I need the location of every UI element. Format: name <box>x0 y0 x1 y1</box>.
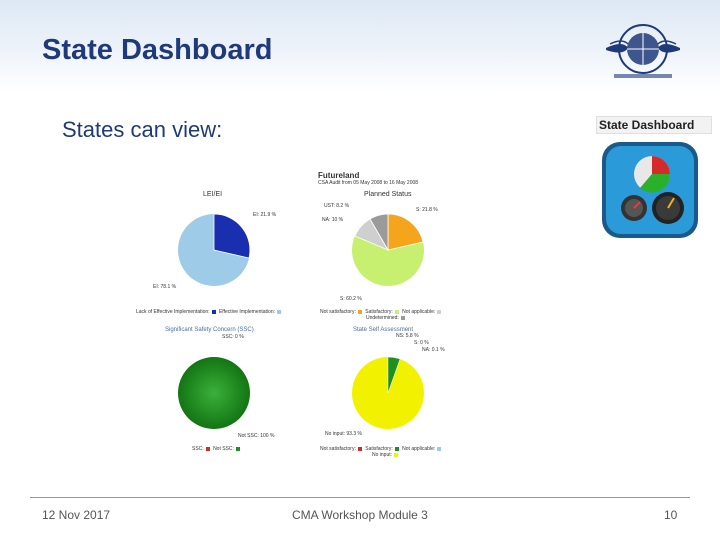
planned-pie-chart <box>352 213 424 286</box>
ssa-legend: Not satisfactory: Satisfactory: Not appl… <box>320 446 443 452</box>
lei-pie-chart <box>178 213 251 286</box>
slide-subtitle: States can view: <box>62 117 222 143</box>
ssa-pie-title: State Self Assessment <box>353 327 414 333</box>
ssc-legend: SSC: Not SSC: <box>192 446 242 452</box>
ssa-label-c: NA: 0.1 % <box>422 347 445 353</box>
ssc-slice-not-ssc <box>178 357 250 429</box>
lei-label-b: EI: 78.1 % <box>153 284 177 290</box>
state-dashboard-icon[interactable] <box>600 140 700 240</box>
ssc-label-b: Not SSC: 100 % <box>238 433 275 439</box>
planned-label-a: UST: 8.2 % <box>324 203 350 209</box>
header-band <box>0 0 720 92</box>
ssa-legend-4: No input: <box>372 452 393 458</box>
subtitle-rest: can view: <box>124 117 223 142</box>
subtitle-bold: States <box>62 117 125 142</box>
page-number: 10 <box>664 508 678 522</box>
icao-logo <box>606 24 680 78</box>
lei-legend-2: Effective Implementation: <box>218 309 276 315</box>
planned-legend-4-wrap: Undetermined: <box>366 315 407 321</box>
ssa-label-b: S: 0 % <box>414 340 429 346</box>
ssc-legend-2: Not SSC: <box>213 446 234 452</box>
planned-label-b: NA: 10 % <box>322 217 344 223</box>
ssa-label-a: NS: 5.8 % <box>396 333 419 339</box>
planned-legend-1: Not satisfactory: <box>320 309 356 315</box>
footer-divider <box>30 497 690 498</box>
ssa-legend-1: Not satisfactory: <box>320 446 356 452</box>
slide-title: State Dashboard <box>42 34 273 66</box>
ssa-legend-3: Not applicable: <box>402 446 436 452</box>
footer-date: 12 Nov 2017 <box>42 508 111 522</box>
lei-legend-1: Lack of Effective Implementation: <box>136 309 210 315</box>
footer-title: CMA Workshop Module 3 <box>292 508 428 522</box>
ssc-pie-title: Significant Safety Concern (SSC) <box>165 327 254 333</box>
ssc-label-a: SSC: 0 % <box>222 334 244 340</box>
lei-legend: Lack of Effective Implementation: Effect… <box>136 309 283 315</box>
audit-meta: CSA Audit from 05 May 2008 to 16 May 200… <box>318 180 419 186</box>
planned-label-c: S: 21.8 % <box>416 207 438 213</box>
lei-label-a: EI: 21.9 % <box>253 212 277 218</box>
lei-pie-title: LEI/EI <box>203 191 223 198</box>
planned-pie-title: Planned Status <box>364 191 412 198</box>
lei-slice-lei <box>213 213 251 259</box>
ssa-legend-2: Satisfactory: <box>365 446 393 452</box>
ssc-pie-chart <box>178 357 250 429</box>
ssa-pie-chart <box>352 356 424 429</box>
state-name: Futureland <box>318 171 360 180</box>
planned-legend-2: Satisfactory: <box>365 309 393 315</box>
ssa-label-d: No input: 93.3 % <box>325 431 362 437</box>
state-dashboard-label: State Dashboard <box>596 116 712 134</box>
planned-legend-4: Undetermined: <box>366 315 399 321</box>
planned-label-d: S: 60.2 % <box>340 296 362 302</box>
planned-legend-3: Not applicable: <box>402 309 436 315</box>
ssc-legend-1: SSC: <box>192 446 204 452</box>
planned-legend: Not satisfactory: Satisfactory: Not appl… <box>320 309 443 315</box>
planned-slice-ns <box>387 213 424 251</box>
planned-slice-na <box>354 218 389 251</box>
ssa-slice-ns <box>387 356 401 394</box>
ssa-legend-4-wrap: No input: <box>372 452 400 458</box>
